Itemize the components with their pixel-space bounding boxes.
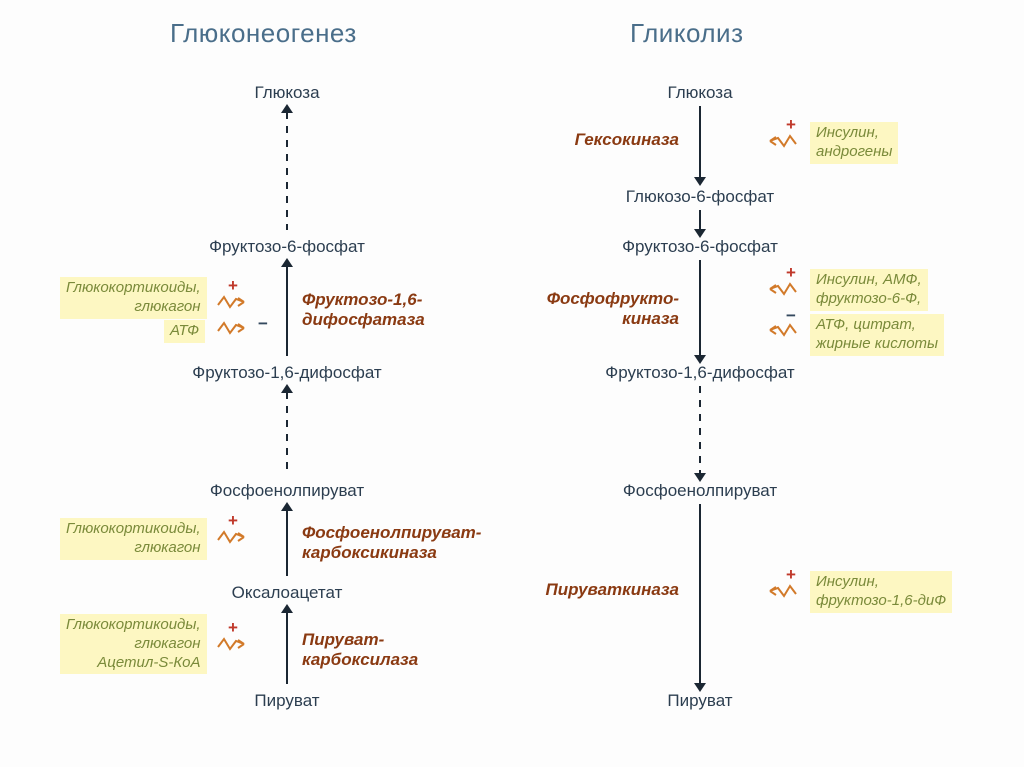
reg-pepck: Глюкокортикоиды, глюкагон bbox=[60, 518, 207, 560]
reg-f16bpase-l1: Глюкокортикоиды, bbox=[66, 279, 201, 296]
reg-pc-l3: Ацетил-S-КоА bbox=[97, 654, 200, 671]
sign-pk: + bbox=[786, 565, 796, 585]
sign-pfk-pos: + bbox=[786, 263, 796, 283]
gng-arrow-pyr-oaa bbox=[286, 612, 288, 684]
gly-pep: Фосфоенолпируват bbox=[623, 481, 777, 501]
reg-pfk-neg-l1: АТФ, цитрат, bbox=[816, 316, 916, 333]
enz-f16bpase: Фруктозо-1,6- дифосфатаза bbox=[302, 290, 425, 329]
gng-f6p: Фруктозо-6-фосфат bbox=[209, 237, 365, 257]
reg-pc-l2: глюкагон bbox=[134, 635, 200, 652]
gly-glucose: Глюкоза bbox=[667, 83, 732, 103]
enz-pepck-l1: Фосфоенолпируват- bbox=[302, 523, 481, 542]
enz-pepck: Фосфоенолпируват- карбоксикиназа bbox=[302, 523, 481, 562]
reg-pfk-pos-l2: фруктозо-6-Ф, bbox=[816, 290, 921, 307]
gng-glucose: Глюкоза bbox=[254, 83, 319, 103]
enz-pfk-l1: Фосфофрукто- bbox=[547, 289, 679, 308]
zig-pfk-pos bbox=[762, 282, 796, 296]
gly-f6p: Фруктозо-6-фосфат bbox=[622, 237, 778, 257]
sign-hk: + bbox=[786, 115, 796, 135]
enz-hk-t: Гексокиназа bbox=[575, 130, 679, 149]
enz-f16bpase-l2: дифосфатаза bbox=[302, 310, 425, 329]
diagram-stage: Глюконеогенез Гликолиз Глюкоза Фруктозо-… bbox=[0, 0, 1024, 767]
enz-pfk: Фосфофрукто- киназа bbox=[547, 289, 679, 328]
gng-arrow-f16bp-f6p bbox=[286, 266, 288, 356]
gng-arrow-oaa-pep bbox=[286, 510, 288, 576]
gng-arrow-pep-f16bp bbox=[286, 392, 288, 474]
enz-pc-l1: Пируват- bbox=[302, 630, 384, 649]
zig-pepck-pos bbox=[218, 530, 252, 544]
sign-pc-pos: + bbox=[228, 618, 238, 638]
gly-arrow-g6p-f6p bbox=[699, 210, 701, 230]
gng-arrow-f6p-glucose bbox=[286, 112, 288, 230]
reg-pepck-l2: глюкагон bbox=[134, 539, 200, 556]
gng-f16bp: Фруктозо-1,6-дифосфат bbox=[192, 363, 381, 383]
enz-pc-l2: карбоксилаза bbox=[302, 650, 418, 669]
enz-pfk-l2: киназа bbox=[622, 309, 679, 328]
gng-oaa: Оксалоацетат bbox=[232, 583, 343, 603]
reg-pfk-neg: АТФ, цитрат, жирные кислоты bbox=[810, 314, 944, 356]
reg-pfk-neg-l2: жирные кислоты bbox=[816, 335, 938, 352]
enz-f16bpase-l1: Фруктозо-1,6- bbox=[302, 290, 422, 309]
reg-hk: Инсулин, андрогены bbox=[810, 122, 898, 164]
reg-pfk-pos-l1: Инсулин, АМФ, bbox=[816, 271, 922, 288]
title-glycolysis: Гликолиз bbox=[630, 18, 743, 49]
reg-f16bpase-atf: АТФ bbox=[170, 322, 199, 339]
gng-pyruvate: Пируват bbox=[254, 691, 319, 711]
gly-arrow-glu-g6p bbox=[699, 106, 701, 178]
reg-f16bpase: Глюкокортикоиды, глюкагон bbox=[60, 277, 207, 319]
zig-pc-pos bbox=[218, 637, 252, 651]
reg-f16bpase-neg: АТФ bbox=[164, 320, 205, 343]
sign-pepck-pos: + bbox=[228, 511, 238, 531]
enz-pk: Пируваткиназа bbox=[546, 580, 679, 600]
reg-f16bpase-l2: глюкагон bbox=[134, 298, 200, 315]
reg-pk: Инсулин, фруктозо-1,6-диФ bbox=[810, 571, 952, 613]
sign-f16bpase-neg: − bbox=[258, 314, 268, 334]
enz-pc: Пируват- карбоксилаза bbox=[302, 630, 418, 669]
reg-hk-l2: андрогены bbox=[816, 143, 892, 160]
title-gluconeogenesis: Глюконеогенез bbox=[170, 18, 357, 49]
gly-arrow-f16bp-pep bbox=[699, 386, 701, 474]
sign-pfk-neg: − bbox=[786, 306, 796, 326]
reg-pepck-l1: Глюкокортикоиды, bbox=[66, 520, 201, 537]
zig-f16bpase-pos bbox=[218, 295, 252, 309]
reg-pc-l1: Глюкокортикоиды, bbox=[66, 616, 201, 633]
reg-pk-l2: фруктозо-1,6-диФ bbox=[816, 592, 946, 609]
gly-arrow-f6p-f16bp bbox=[699, 260, 701, 356]
reg-pc: Глюкокортикоиды, глюкагон Ацетил-S-КоА bbox=[60, 614, 207, 674]
sign-f16bpase-pos: + bbox=[228, 276, 238, 296]
gly-g6p: Глюкозо-6-фосфат bbox=[626, 187, 774, 207]
reg-hk-l1: Инсулин, bbox=[816, 124, 879, 141]
enz-hk: Гексокиназа bbox=[575, 130, 679, 150]
gly-arrow-pep-pyr bbox=[699, 504, 701, 684]
reg-pfk-pos: Инсулин, АМФ, фруктозо-6-Ф, bbox=[810, 269, 928, 311]
gng-pep: Фосфоенолпируват bbox=[210, 481, 364, 501]
enz-pk-t: Пируваткиназа bbox=[546, 580, 679, 599]
zig-f16bpase-neg bbox=[218, 321, 252, 335]
reg-pk-l1: Инсулин, bbox=[816, 573, 879, 590]
gly-f16bp: Фруктозо-1,6-дифосфат bbox=[605, 363, 794, 383]
zig-hk bbox=[762, 134, 796, 148]
gly-pyruvate: Пируват bbox=[667, 691, 732, 711]
enz-pepck-l2: карбоксикиназа bbox=[302, 543, 437, 562]
zig-pk bbox=[762, 584, 796, 598]
